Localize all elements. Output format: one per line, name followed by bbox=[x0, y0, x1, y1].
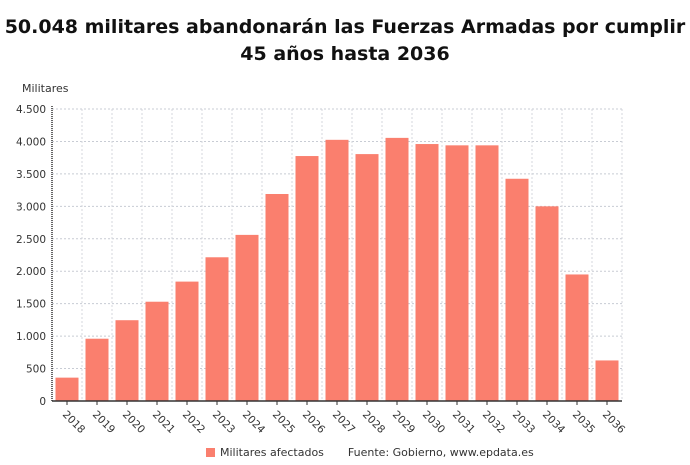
bar bbox=[205, 257, 229, 401]
x-tick-label: 2027 bbox=[330, 409, 357, 436]
bar bbox=[355, 154, 379, 401]
y-tick-label: 4.500 bbox=[16, 104, 46, 116]
x-tick-label: 2026 bbox=[300, 409, 328, 437]
x-tick-label: 2021 bbox=[150, 409, 177, 436]
legend: Militares afectados Fuente: Gobierno, ww… bbox=[206, 446, 534, 459]
bar bbox=[265, 194, 289, 401]
y-axis-label: Militares bbox=[22, 82, 69, 95]
x-tick-label: 2029 bbox=[390, 409, 417, 436]
x-tick-label: 2034 bbox=[540, 409, 568, 437]
bar bbox=[565, 274, 589, 401]
bar bbox=[325, 139, 349, 402]
chart-title: 50.048 militares abandonarán las Fuerzas… bbox=[4, 16, 686, 65]
bar bbox=[475, 145, 499, 401]
bar bbox=[175, 281, 199, 401]
bar bbox=[115, 320, 139, 401]
x-tick-label: 2028 bbox=[360, 409, 387, 436]
y-tick-label: 3.500 bbox=[16, 169, 46, 181]
x-tick-label: 2020 bbox=[120, 409, 147, 436]
bar bbox=[235, 234, 259, 401]
bar bbox=[505, 178, 529, 401]
y-tick-label: 4.000 bbox=[16, 136, 46, 148]
x-tick-label: 2019 bbox=[90, 409, 117, 436]
x-tick-label: 2025 bbox=[270, 409, 297, 436]
bar bbox=[445, 145, 469, 401]
source-note: Fuente: Gobierno, www.epdata.es bbox=[347, 446, 534, 459]
x-tick-label: 2036 bbox=[600, 409, 628, 437]
x-tick-label: 2022 bbox=[180, 409, 207, 436]
legend-label: Militares afectados bbox=[220, 446, 324, 459]
y-tick-label: 0 bbox=[39, 396, 46, 408]
y-tick-label: 1.000 bbox=[16, 331, 46, 343]
y-tick-label: 3.000 bbox=[16, 201, 46, 213]
x-tick-label: 2018 bbox=[60, 409, 87, 436]
bar bbox=[55, 377, 79, 401]
x-tick-label: 2030 bbox=[420, 409, 447, 436]
y-tick-label: 500 bbox=[26, 364, 46, 376]
x-tick-label: 2031 bbox=[450, 409, 477, 436]
bar bbox=[595, 360, 619, 401]
x-tick-label: 2035 bbox=[570, 409, 597, 436]
bar bbox=[415, 144, 439, 402]
bar bbox=[295, 156, 319, 401]
bar bbox=[85, 338, 109, 401]
x-tick-label: 2033 bbox=[510, 409, 537, 436]
bar bbox=[385, 137, 409, 401]
legend-swatch bbox=[206, 448, 215, 457]
y-tick-label: 2.000 bbox=[16, 266, 46, 278]
y-tick-label: 2.500 bbox=[16, 234, 46, 246]
x-tick-label: 2023 bbox=[210, 409, 237, 436]
x-tick-label: 2032 bbox=[480, 409, 507, 436]
y-tick-label: 1.500 bbox=[16, 299, 46, 311]
x-tick-label: 2024 bbox=[240, 409, 268, 437]
bar bbox=[145, 301, 169, 401]
bar bbox=[535, 206, 559, 401]
